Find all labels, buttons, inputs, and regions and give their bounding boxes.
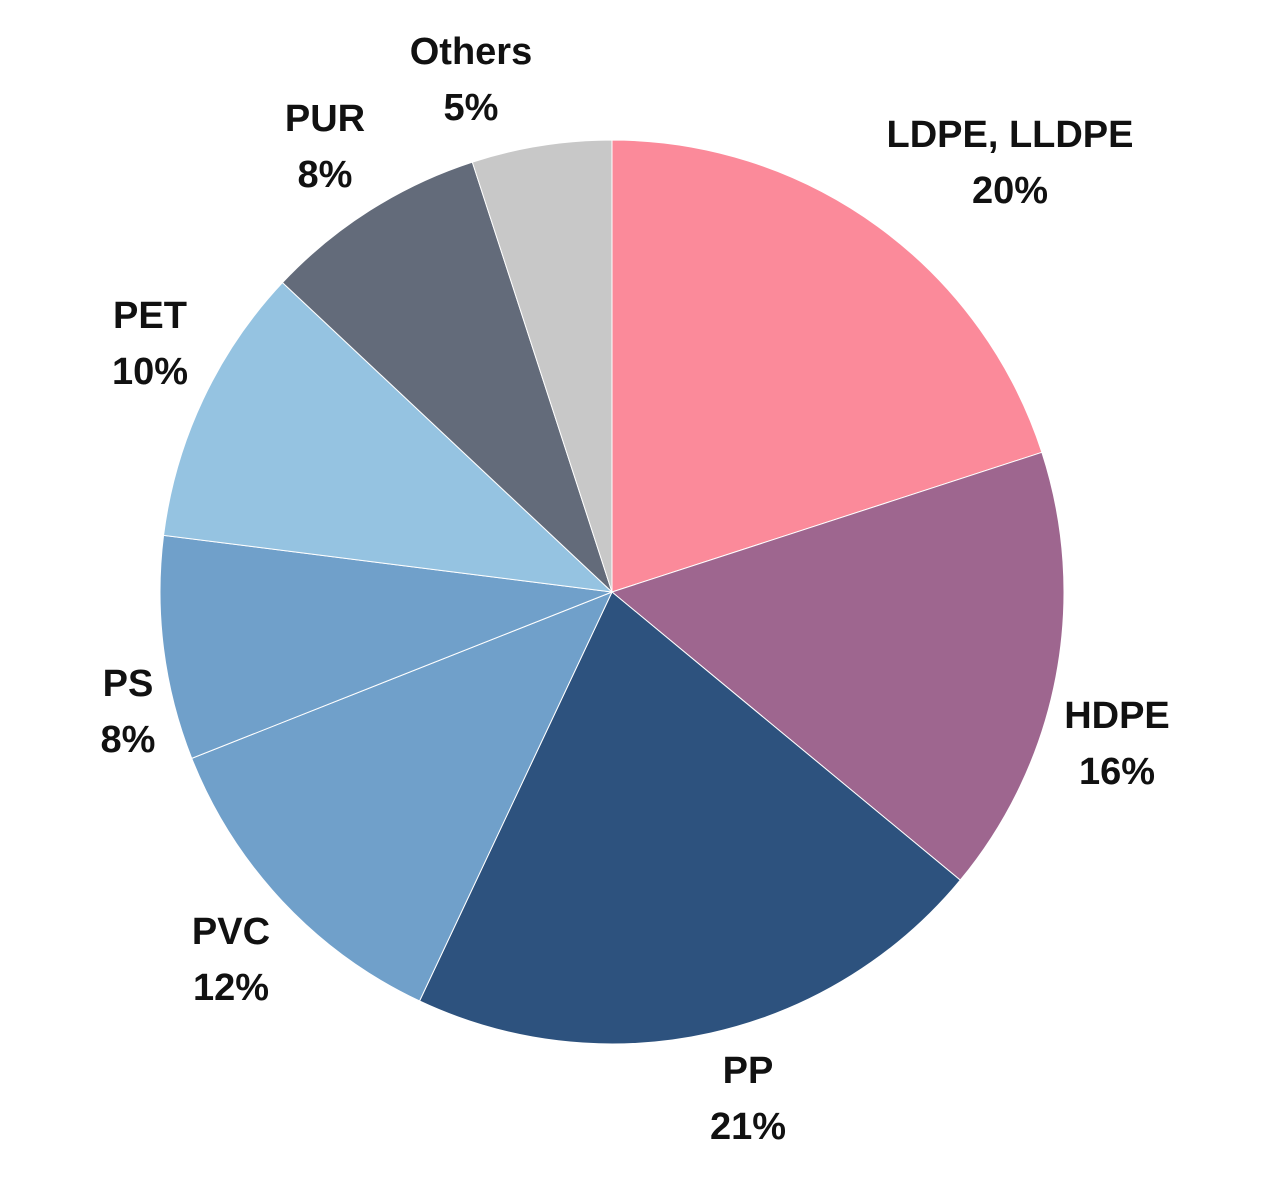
slice-label-ps: PS 8% [101, 663, 156, 761]
slice-value-label: 10% [112, 351, 188, 393]
slice-name-label: PVC [192, 911, 270, 953]
slice-name-label: PUR [285, 98, 365, 140]
slice-label-pvc: PVC 12% [192, 911, 270, 1009]
slice-name-label: PP [723, 1050, 774, 1092]
slice-value-label: 8% [101, 719, 156, 761]
pie-slice-others [471, 139, 613, 593]
slice-value-label: 21% [710, 1106, 786, 1148]
pie-slices [159, 139, 1065, 1045]
slice-label-pp: PP 21% [710, 1050, 786, 1148]
slice-label-pet: PET 10% [112, 295, 188, 393]
pie-slice-hdpe [610, 451, 1065, 881]
pie-slice-pvc [191, 591, 613, 1002]
pie-slice-ldpe-lldpe [611, 139, 1043, 593]
pie-slice-pet [163, 281, 614, 593]
pie-slice-ps [159, 534, 613, 760]
pie-slice-pur [281, 161, 613, 593]
slice-label-ldpe-lldpe: LDPE, LLDPE 20% [886, 114, 1133, 212]
slice-name-label: LDPE, LLDPE [886, 114, 1133, 156]
slice-name-label: HDPE [1064, 695, 1170, 737]
slice-value-label: 16% [1079, 751, 1155, 793]
slice-value-label: 20% [972, 170, 1048, 212]
pie-labels: LDPE, LLDPE 20% HDPE 16% PP 21% PVC 12% PS 8% PET 1… [101, 31, 1170, 1148]
slice-name-label: PS [103, 663, 154, 705]
slice-name-label: PET [113, 295, 187, 337]
slice-value-label: 5% [444, 87, 499, 129]
slice-label-hdpe: HDPE 16% [1064, 695, 1170, 793]
slice-value-label: 12% [193, 967, 269, 1009]
slice-label-others: Others 5% [410, 31, 532, 129]
pie-slice-pp [418, 591, 961, 1045]
slice-label-pur: PUR 8% [285, 98, 365, 196]
slice-name-label: Others [410, 31, 532, 73]
slice-value-label: 8% [298, 154, 353, 196]
